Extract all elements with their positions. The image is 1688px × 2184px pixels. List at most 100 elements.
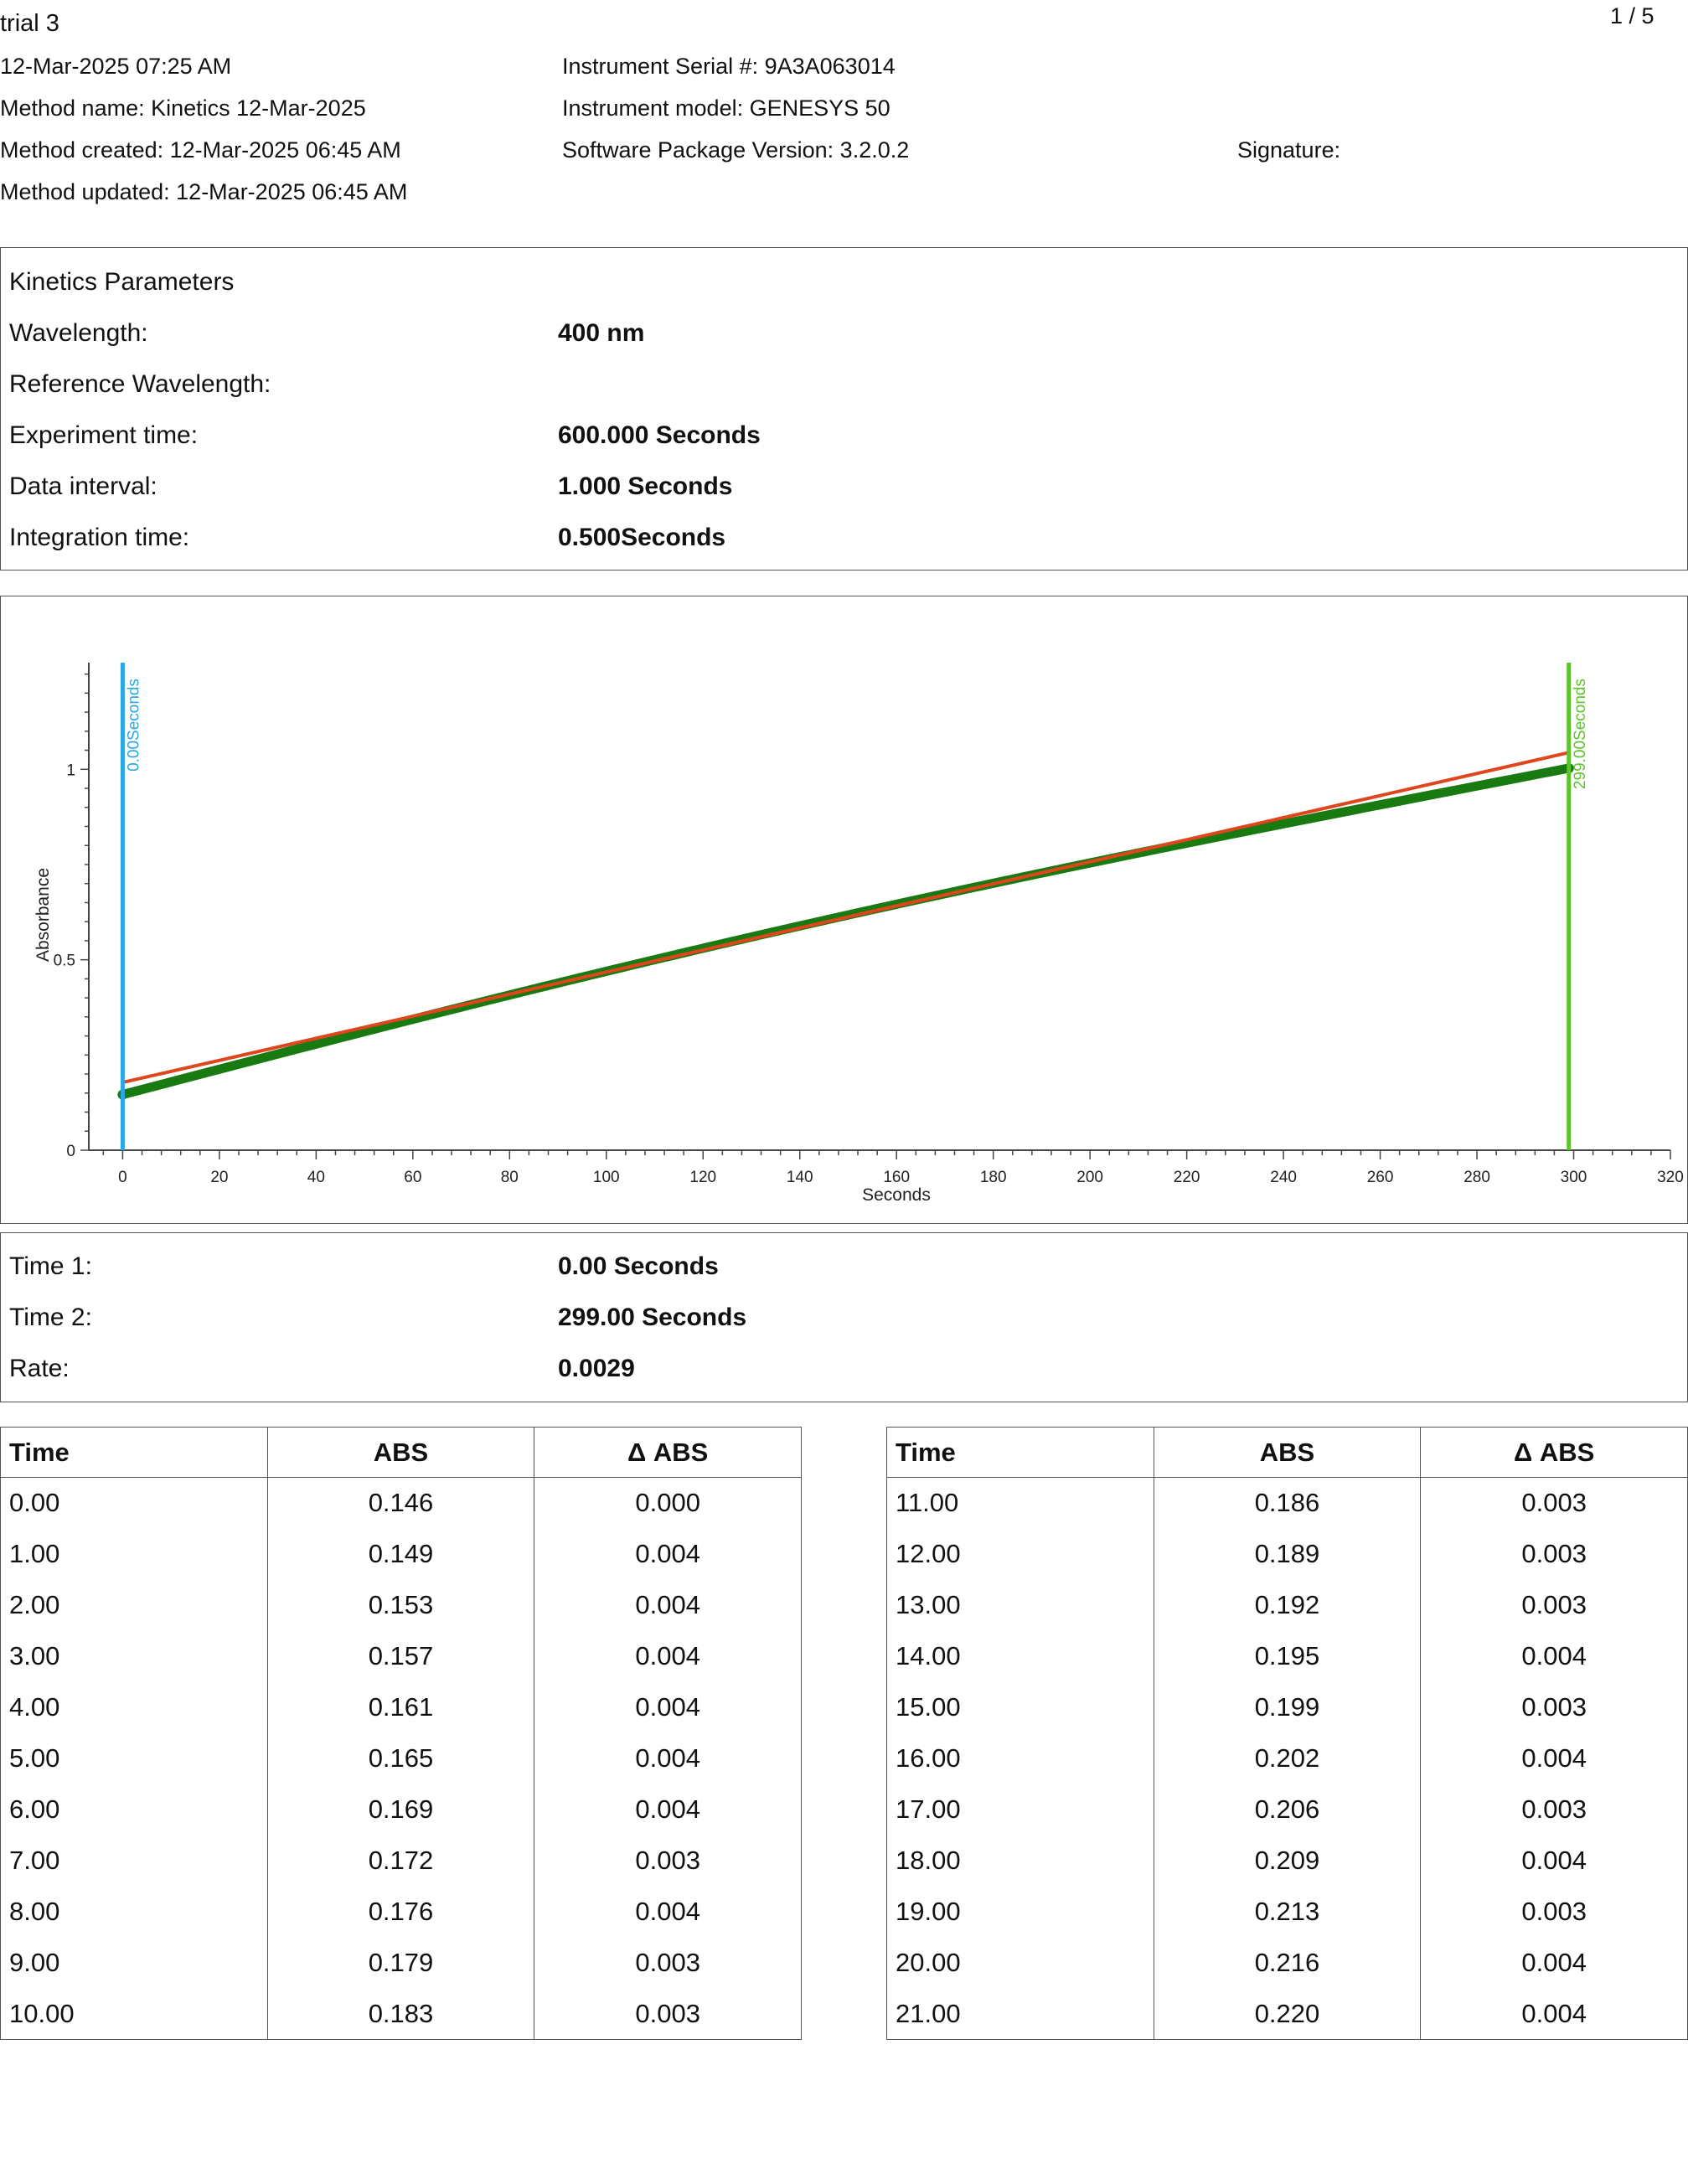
cell-time: 12.00	[886, 1528, 1154, 1580]
cell-abs: 0.213	[1153, 1886, 1422, 1938]
cell-time: 2.00	[0, 1579, 268, 1631]
time-marker-2-label: 299.00Seconds	[1572, 679, 1589, 789]
y-axis-label: Absorbance	[34, 868, 53, 962]
column-header-abs: ABS	[1153, 1427, 1422, 1478]
param-label-data-interval: Data interval:	[9, 472, 157, 500]
cell-time: 13.00	[886, 1579, 1154, 1631]
column-header-time: Time	[886, 1427, 1154, 1478]
cell-delta-abs: 0.003	[534, 1988, 802, 2040]
cell-time: 4.00	[0, 1681, 268, 1733]
x-axis-label: Seconds	[862, 1185, 931, 1205]
signature-label: Signature:	[1237, 137, 1341, 163]
result-label-rate: Rate:	[9, 1355, 70, 1382]
column-header-delta-abs: Δ ABS	[1420, 1427, 1688, 1478]
param-value-experiment-time: 600.000 Seconds	[558, 421, 761, 449]
x-tick-label: 40	[307, 1169, 325, 1186]
cell-time: 7.00	[0, 1835, 268, 1887]
table-row: 18.00 0.209 0.004	[886, 1835, 1688, 1887]
cell-delta-abs: 0.000	[534, 1477, 802, 1529]
cell-time: 17.00	[886, 1784, 1154, 1835]
report-timestamp: 12-Mar-2025 07:25 AM	[0, 54, 232, 79]
result-value-time2: 299.00 Seconds	[558, 1304, 747, 1331]
param-value-integration-time: 0.500Seconds	[558, 524, 726, 551]
table-row: 12.00 0.189 0.003	[886, 1528, 1688, 1580]
cell-abs: 0.149	[266, 1528, 535, 1580]
column-header-delta-abs: Δ ABS	[534, 1427, 802, 1478]
table-row: 14.00 0.195 0.004	[886, 1630, 1688, 1682]
cell-abs: 0.186	[1153, 1477, 1422, 1529]
parameters-heading: Kinetics Parameters	[9, 268, 235, 296]
fit-line-group	[121, 751, 1570, 1085]
instrument-serial: Instrument Serial #: 9A3A063014	[562, 54, 896, 79]
method-name: Method name: Kinetics 12-Mar-2025	[0, 96, 366, 121]
cell-delta-abs: 0.003	[1420, 1477, 1688, 1529]
cell-abs: 0.172	[266, 1835, 535, 1887]
table-row: 0.00 0.146 0.000	[0, 1477, 802, 1529]
result-value-rate: 0.0029	[558, 1355, 635, 1382]
x-tick-label: 300	[1561, 1169, 1587, 1186]
cell-delta-abs: 0.004	[1420, 1988, 1688, 2040]
x-tick-label: 240	[1270, 1169, 1297, 1186]
cell-time: 6.00	[0, 1784, 268, 1835]
cell-time: 18.00	[886, 1835, 1154, 1887]
x-tick-label: 20	[210, 1169, 228, 1186]
param-label-experiment-time: Experiment time:	[9, 421, 199, 449]
time-markers: 0.00Seconds 299.00Seconds	[120, 663, 1589, 1150]
x-tick-label: 60	[404, 1169, 421, 1186]
x-tick-label: 80	[501, 1169, 519, 1186]
column-header-abs: ABS	[266, 1427, 535, 1478]
x-tick-label: 320	[1657, 1169, 1684, 1186]
data-table-right: Time ABS Δ ABS 11.00 0.186 0.003 12.00 0.189…	[886, 1427, 1688, 2040]
cell-time: 0.00	[0, 1477, 268, 1529]
instrument-model: Instrument model: GENESYS 50	[562, 96, 890, 121]
cell-abs: 0.202	[1153, 1732, 1422, 1784]
cell-abs: 0.176	[266, 1886, 535, 1938]
cell-abs: 0.192	[1153, 1579, 1422, 1631]
cell-abs: 0.165	[266, 1732, 535, 1784]
table-row: 15.00 0.199 0.003	[886, 1681, 1688, 1733]
table-row: 21.00 0.220 0.004	[886, 1988, 1688, 2040]
cell-abs: 0.216	[1153, 1937, 1422, 1989]
y-tick-label: 0	[66, 1143, 75, 1160]
y-axis: 00.51	[54, 663, 90, 1160]
cell-delta-abs: 0.004	[534, 1528, 802, 1580]
table-row: 1.00 0.149 0.004	[0, 1528, 802, 1580]
cell-delta-abs: 0.004	[1420, 1630, 1688, 1682]
param-label-reference-wavelength: Reference Wavelength:	[9, 370, 271, 398]
table-row: 6.00 0.169 0.004	[0, 1784, 802, 1835]
cell-abs: 0.146	[266, 1477, 535, 1529]
cell-abs: 0.169	[266, 1784, 535, 1835]
report-title: trial 3	[0, 10, 59, 37]
fit-line	[121, 751, 1570, 1085]
table-row: 2.00 0.153 0.004	[0, 1579, 802, 1631]
cell-abs: 0.195	[1153, 1630, 1422, 1682]
data-table-left: Time ABS Δ ABS 0.00 0.146 0.000 1.00 0.149 0.…	[0, 1427, 802, 2040]
result-label-time1: Time 1:	[9, 1252, 92, 1280]
cell-abs: 0.161	[266, 1681, 535, 1733]
software-version: Software Package Version: 3.2.0.2	[562, 137, 910, 163]
cell-time: 21.00	[886, 1988, 1154, 2040]
x-axis: 0 20 40 60 80 100 120 140 160 180 200 220 240 260 280 3…	[89, 1149, 1684, 1186]
cell-abs: 0.183	[266, 1988, 535, 2040]
table-row: 4.00 0.161 0.004	[0, 1681, 802, 1733]
cell-delta-abs: 0.004	[534, 1732, 802, 1784]
param-value-wavelength: 400 nm	[558, 319, 645, 347]
cell-delta-abs: 0.004	[1420, 1937, 1688, 1989]
table-row: 5.00 0.165 0.004	[0, 1732, 802, 1784]
cell-abs: 0.189	[1153, 1528, 1422, 1580]
table-row: 16.00 0.202 0.004	[886, 1732, 1688, 1784]
kinetics-chart-panel: 0 0.5 1 0 20 40 60 80 100 120 140 160 180 200 220 240 2…	[0, 596, 1688, 1224]
y-tick-label: 0.5	[54, 953, 75, 970]
x-tick-label: 100	[593, 1169, 620, 1186]
absorbance-curve	[117, 763, 1574, 1100]
cell-delta-abs: 0.003	[534, 1937, 802, 1989]
cell-time: 19.00	[886, 1886, 1154, 1938]
cell-delta-abs: 0.004	[1420, 1732, 1688, 1784]
table-row: 8.00 0.176 0.004	[0, 1886, 802, 1938]
cell-abs: 0.206	[1153, 1784, 1422, 1835]
param-value-data-interval: 1.000 Seconds	[558, 472, 733, 500]
cell-delta-abs: 0.004	[534, 1784, 802, 1835]
x-tick-label: 180	[980, 1169, 1007, 1186]
cell-delta-abs: 0.004	[534, 1886, 802, 1938]
table-row: 11.00 0.186 0.003	[886, 1477, 1688, 1529]
